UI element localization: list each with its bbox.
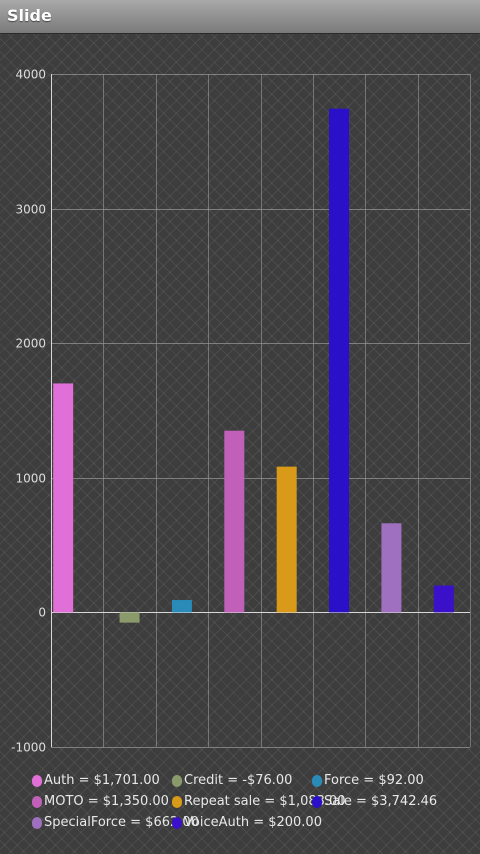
bar-chart: 4000 3000 2000 1000 0 -1000 <box>11 68 471 755</box>
y-tick-label: 3000 <box>15 203 46 217</box>
legend-label: MOTO = $1,350.00 <box>44 794 169 809</box>
legend-label: VoiceAuth = $200.00 <box>184 815 322 830</box>
y-tick-label: 0 <box>38 606 46 620</box>
legend-swatch <box>172 817 182 829</box>
bar-moto <box>224 430 245 613</box>
bar-auth <box>53 383 74 613</box>
title-bar: Slide <box>0 0 480 34</box>
legend-swatch <box>312 775 322 787</box>
y-tick-label: 2000 <box>15 337 46 351</box>
legend-label: Auth = $1,701.00 <box>44 773 160 788</box>
legend-label: Sale = $3,742.46 <box>324 794 438 809</box>
bar-force <box>171 600 192 613</box>
y-tick-label: 4000 <box>15 68 46 82</box>
bar-credit <box>119 612 140 623</box>
legend-swatch <box>32 817 42 829</box>
bar-repeat-sale <box>276 466 297 613</box>
legend-swatch <box>172 775 182 787</box>
legend-swatch <box>32 796 42 808</box>
y-tick-label: 1000 <box>15 472 46 486</box>
window-title: Slide <box>7 6 52 25</box>
legend-label: Force = $92.00 <box>324 773 424 788</box>
y-tick-label: -1000 <box>11 741 46 755</box>
bar-voiceauth <box>433 585 454 613</box>
legend-label: Credit = -$76.00 <box>184 773 293 788</box>
legend-swatch <box>312 796 322 808</box>
legend-label: SpecialForce = $662.00 <box>44 815 199 830</box>
bar-specialforce <box>381 523 402 613</box>
bar-sale <box>329 108 350 613</box>
legend-swatch <box>172 796 182 808</box>
legend-label: Repeat sale = $1,083.00 <box>184 794 346 809</box>
legend-swatch <box>32 775 42 787</box>
